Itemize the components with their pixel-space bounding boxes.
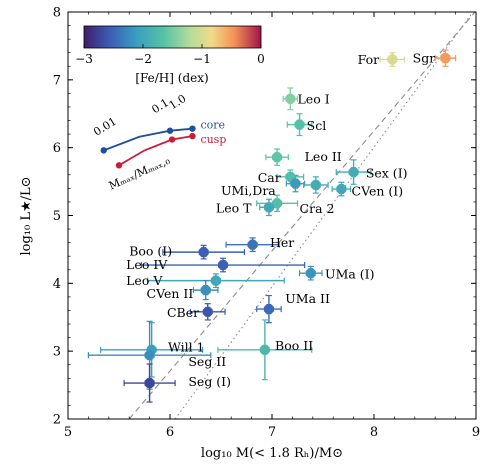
y-tick-label: 3 bbox=[53, 345, 61, 360]
inset-marker bbox=[189, 125, 196, 132]
data-point bbox=[210, 275, 221, 286]
data-point bbox=[247, 239, 258, 250]
x-tick-label: 6 bbox=[166, 425, 174, 440]
x-tick-label: 7 bbox=[268, 425, 276, 440]
inset-marker bbox=[168, 136, 176, 143]
point-label: Leo IV bbox=[126, 257, 168, 272]
colorbar-tick-label: −1 bbox=[193, 52, 211, 66]
point-label: Boo II bbox=[275, 338, 313, 353]
point-label: Car bbox=[258, 170, 281, 185]
point-label: UMa II bbox=[285, 291, 330, 306]
data-point bbox=[259, 344, 270, 355]
data-point bbox=[348, 167, 359, 178]
point-label: Leo T bbox=[216, 201, 252, 216]
data-point bbox=[440, 53, 451, 64]
y-axis-label: log₁₀ L★/L⊙ bbox=[19, 176, 34, 255]
inset-tick-label: 0.01 bbox=[91, 115, 119, 139]
point-label: Sex (I) bbox=[366, 165, 408, 180]
y-tick-label: 4 bbox=[53, 277, 61, 292]
point-label: Seg II bbox=[188, 354, 226, 369]
colorbar-gradient bbox=[83, 25, 262, 49]
point-label: Leo V bbox=[126, 273, 163, 288]
point-label: Scl bbox=[307, 118, 327, 133]
colorbar-tick-label: −3 bbox=[75, 52, 93, 66]
y-tick-label: 7 bbox=[53, 73, 61, 88]
colorbar-tick-label: 0 bbox=[257, 52, 265, 66]
data-point bbox=[200, 285, 211, 296]
point-label: CVen II bbox=[147, 286, 194, 301]
point-label: Boo (I) bbox=[129, 243, 172, 258]
point-label: Her bbox=[270, 235, 294, 250]
point-label: CVen (I) bbox=[352, 184, 404, 199]
data-point bbox=[263, 304, 274, 315]
inset-marker bbox=[189, 132, 196, 140]
y-tick-label: 5 bbox=[53, 209, 61, 224]
inset-curve-core bbox=[103, 127, 193, 152]
data-point bbox=[305, 268, 316, 279]
data-point bbox=[294, 119, 305, 130]
y-tick-label: 2 bbox=[53, 413, 61, 428]
plot-frame bbox=[67, 11, 477, 420]
colorbar-ticks: −3 −2 −1 0 bbox=[75, 44, 265, 66]
x-tick-label: 8 bbox=[370, 425, 378, 440]
data-point bbox=[387, 54, 398, 65]
data-point bbox=[285, 93, 296, 104]
data-point bbox=[263, 202, 274, 213]
error-bars bbox=[87, 49, 457, 403]
point-label: Leo I bbox=[298, 91, 330, 106]
inset-marker bbox=[166, 127, 174, 134]
inset-axis-label: Mₘₐₓ/Mₘₐₓ,₀ bbox=[107, 154, 173, 193]
inset-legend-core: core bbox=[200, 119, 225, 132]
point-label: For bbox=[358, 52, 380, 67]
data-point bbox=[144, 378, 155, 389]
x-tick-label: 5 bbox=[64, 425, 72, 440]
data-point bbox=[144, 350, 155, 361]
colorbar-tick-label: −2 bbox=[134, 52, 152, 66]
inset-tick-label: 1.0 bbox=[167, 92, 189, 112]
point-label: Sgr bbox=[413, 51, 436, 66]
data-point bbox=[198, 247, 209, 258]
point-label: UMi,Dra bbox=[221, 183, 276, 198]
data-point bbox=[272, 152, 283, 163]
data-point bbox=[310, 179, 321, 191]
data-point bbox=[272, 198, 283, 209]
inset-tick-label: 0.1 bbox=[149, 96, 171, 116]
point-label: CBer bbox=[167, 305, 199, 320]
data-point bbox=[336, 184, 347, 195]
data-point bbox=[218, 259, 229, 271]
inset-marker bbox=[115, 162, 123, 169]
reference-lines bbox=[128, 12, 476, 419]
inset-legend-cusp: cusp bbox=[200, 133, 226, 146]
colorbar bbox=[83, 25, 262, 49]
y-tick-label: 8 bbox=[53, 6, 61, 21]
axis-ticks: 5 6 7 8 9 2 3 4 5 6 7 8 bbox=[53, 6, 480, 441]
dotted-reference-line bbox=[174, 12, 474, 419]
dashed-reference-line bbox=[128, 12, 476, 419]
inset-curve-cusp bbox=[118, 135, 193, 167]
data-point bbox=[202, 306, 213, 317]
colorbar-label: [Fe/H] (dex) bbox=[135, 71, 208, 85]
point-label: Seg (I) bbox=[188, 374, 231, 389]
data-markers bbox=[144, 53, 451, 389]
y-tick-label: 6 bbox=[53, 141, 61, 156]
inset-marker bbox=[100, 147, 107, 154]
x-tick-label: 9 bbox=[472, 425, 480, 440]
x-axis-label: log₁₀ M(< 1.8 Rₕ)/M⊙ bbox=[201, 446, 343, 461]
data-point bbox=[290, 178, 301, 189]
point-label: Will 1 bbox=[168, 340, 205, 355]
point-label: UMa (I) bbox=[325, 266, 374, 281]
point-label: Leo II bbox=[305, 149, 342, 164]
point-label: Cra 2 bbox=[300, 201, 335, 216]
